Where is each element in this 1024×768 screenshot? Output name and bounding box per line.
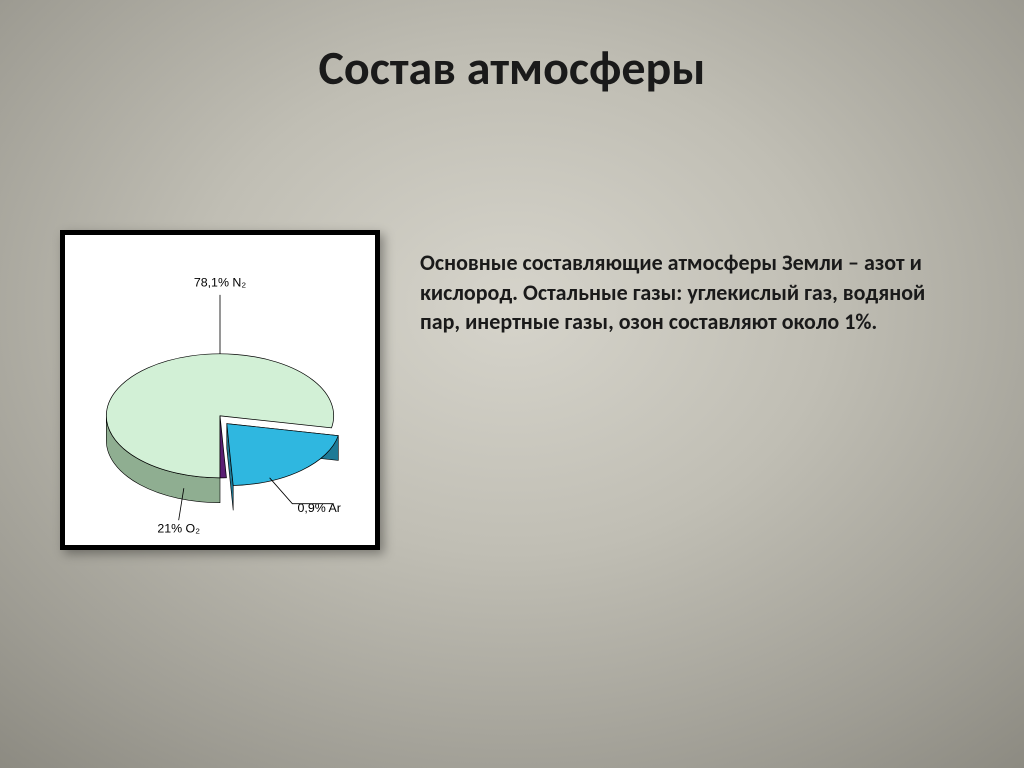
- pie-label-N2: 78,1% N₂: [194, 276, 247, 290]
- pie-slice-Ar: [220, 416, 226, 478]
- pie-slice-O2: [227, 424, 339, 486]
- pie-chart: 78,1% N₂ 21% O₂ 0,9% Ar: [65, 235, 375, 545]
- pie-label-O2: 21% O₂: [157, 522, 200, 536]
- page-title: Состав атмосферы: [0, 38, 1024, 97]
- pie-chart-container: 78,1% N₂ 21% O₂ 0,9% Ar: [60, 230, 380, 550]
- pie-label-line: [270, 478, 334, 504]
- pie-label-Ar: 0,9% Ar: [298, 501, 341, 515]
- body-paragraph: Основные составляющие атмосферы Земли – …: [420, 248, 940, 337]
